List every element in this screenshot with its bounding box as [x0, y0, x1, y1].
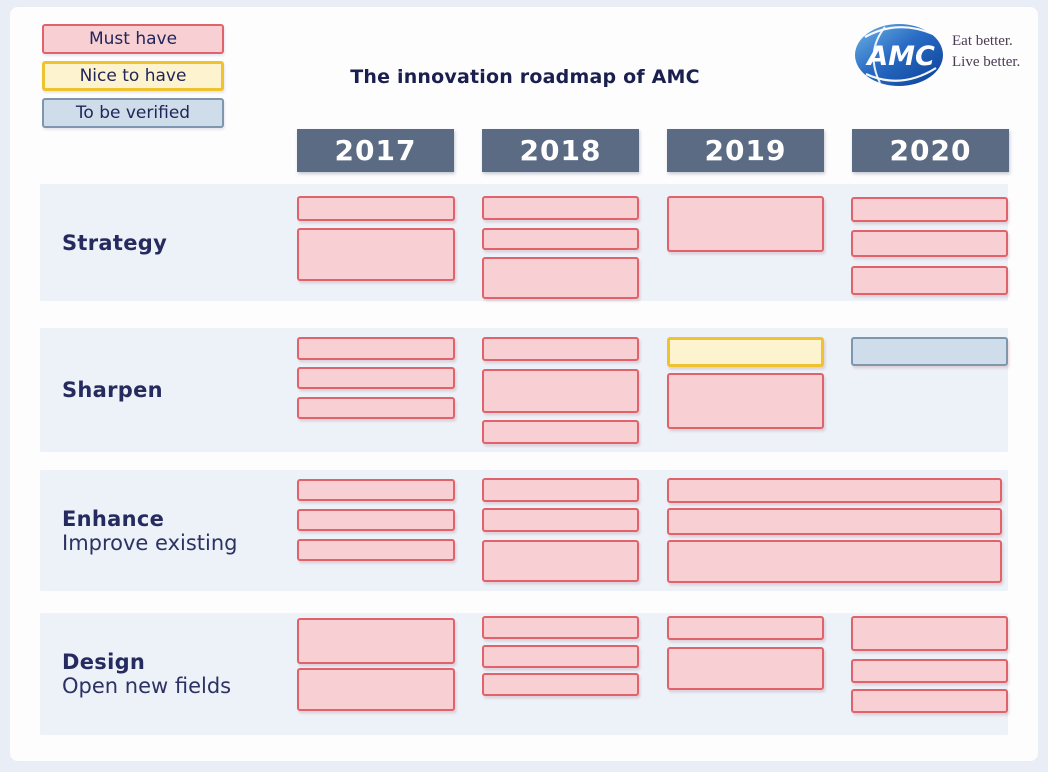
legend-label-nice-to-have: Nice to have: [79, 66, 187, 86]
legend: Must have Nice to have To be verified: [42, 24, 224, 135]
logo-tagline: Eat better. Live better.: [952, 31, 1020, 73]
tagline-line-1: Eat better.: [952, 33, 1013, 49]
row-subtitle-enhance: Improve existing: [62, 530, 238, 555]
row-band-enhance: Enhance Improve existing: [40, 470, 1008, 591]
amc-logo: AMC Eat better. Live better.: [853, 22, 1043, 90]
row-title-enhance: Enhance: [62, 506, 165, 531]
row-title-sharpen: Sharpen: [62, 378, 163, 402]
column-header-2020: 2020: [852, 129, 1009, 172]
row-title-strategy: Strategy: [62, 230, 168, 255]
row-subtitle-design: Open new fields: [62, 674, 232, 698]
tagline-line-2: Live better.: [952, 54, 1021, 70]
row-band-strategy: Strategy: [40, 184, 1008, 301]
row-title-design: Design: [62, 650, 146, 674]
legend-label-to-be-verified: To be verified: [75, 103, 191, 123]
legend-item-nice-to-have: Nice to have: [42, 61, 224, 91]
legend-item-must-have: Must have: [42, 24, 224, 54]
legend-item-to-be-verified: To be verified: [42, 98, 224, 128]
column-header-2017: 2017: [297, 129, 454, 172]
page-title: The innovation roadmap of AMC: [350, 66, 700, 88]
column-header-2019: 2019: [667, 129, 824, 172]
legend-label-must-have: Must have: [88, 29, 178, 49]
amc-logo-icon: AMC: [855, 24, 943, 86]
amc-logo-text: AMC: [865, 41, 935, 72]
row-band-design: Design Open new fields: [40, 613, 1008, 735]
row-band-sharpen: Sharpen: [40, 328, 1008, 452]
column-header-2018: 2018: [482, 129, 639, 172]
